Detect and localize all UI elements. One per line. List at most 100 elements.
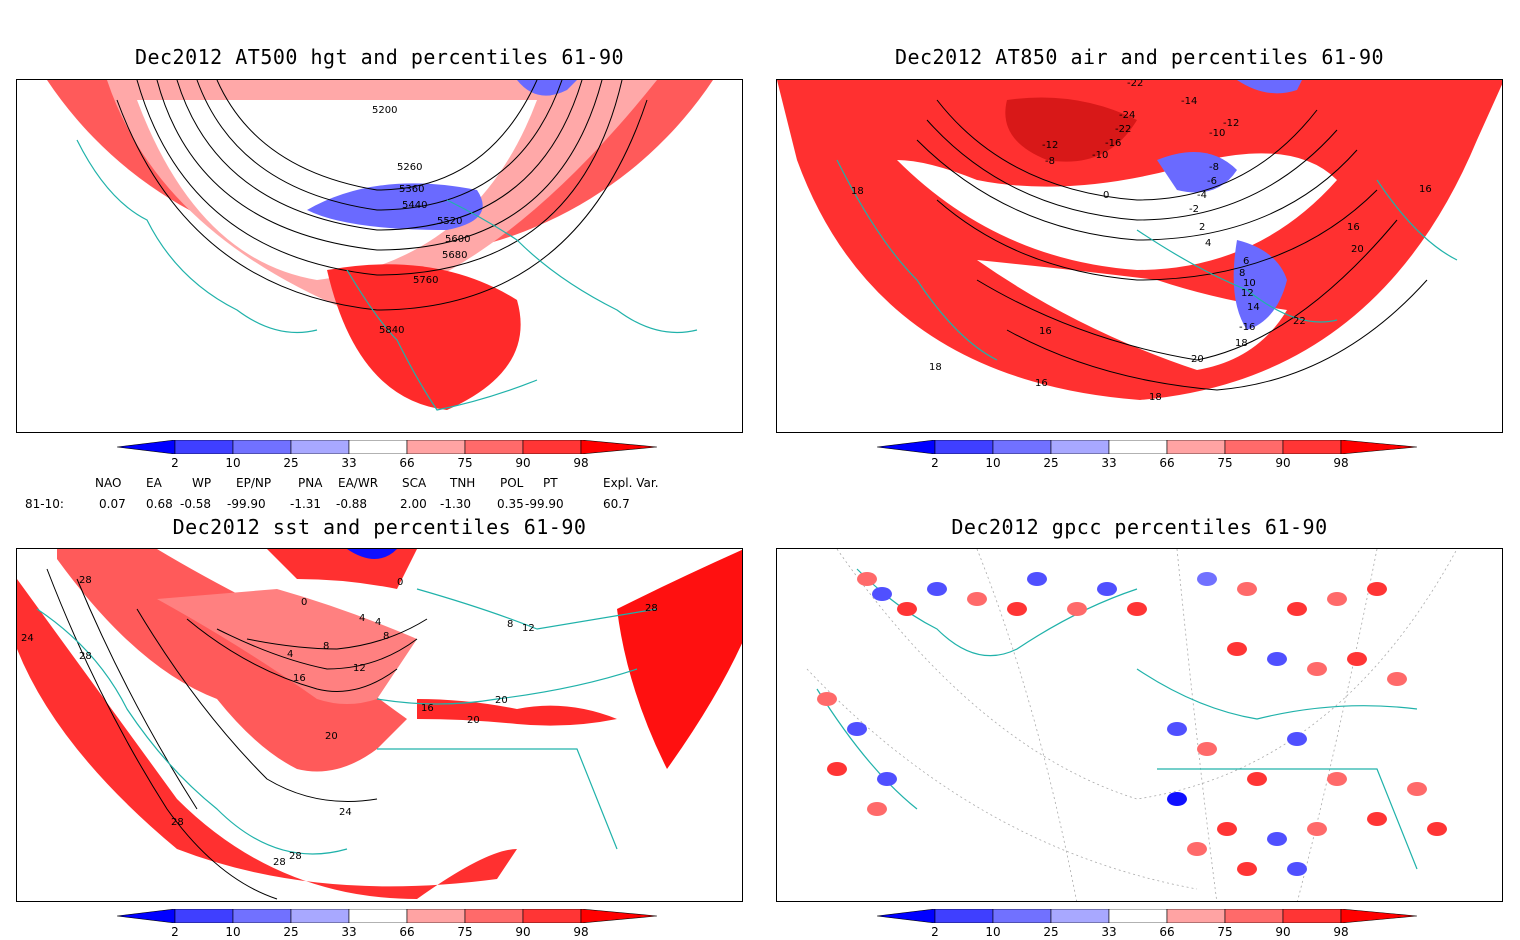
colorbar-tick-label: 90 — [1275, 925, 1291, 939]
contour-label: 24 — [21, 633, 34, 644]
index-header: EA/WR — [338, 476, 379, 490]
index-header: WP — [192, 476, 212, 490]
contour-label: 28 — [645, 603, 658, 614]
colorbar-segment — [1166, 440, 1226, 454]
precip-anomaly-blob — [847, 722, 867, 736]
precip-anomaly-blob — [867, 802, 887, 816]
precip-anomaly-blob — [1367, 582, 1387, 596]
index-value: 60.7 — [603, 497, 630, 511]
contour-label: -2 — [1189, 204, 1199, 215]
colorbar-segment — [1282, 440, 1342, 454]
map-panel-at850: -22 -14 -12 -12 -8 -10 -16 -24 -22 -10 -… — [776, 79, 1503, 433]
precip-anomaly-blob — [1287, 602, 1307, 616]
contour-label: 5360 — [399, 184, 424, 195]
panel-title-sst: Dec2012 sst and percentiles 61-90 — [172, 515, 587, 539]
contour-label: 0 — [301, 597, 307, 608]
index-value: -1.30 — [440, 497, 472, 511]
contour-label: 0 — [397, 577, 403, 588]
contour-label: -24 — [1119, 110, 1135, 121]
contour-label: -4 — [1197, 190, 1207, 201]
colorbar-bottom-left: 2 10 25 33 66 75 90 98 — [117, 909, 657, 939]
precip-anomaly-blob — [1307, 662, 1327, 676]
colorbar-segment — [406, 909, 466, 923]
colorbar-segment — [464, 440, 524, 454]
contour-label: 4 — [359, 613, 365, 624]
teleconnection-headers: NAO EA WP EP/NP PNA EA/WR SCA TNH POL PT… — [0, 476, 760, 492]
contour-label: 5680 — [442, 250, 467, 261]
contour-label: -22 — [1115, 124, 1131, 135]
contour-label: 12 — [522, 623, 535, 634]
colorbar-tick-label: 75 — [1217, 925, 1233, 939]
height-contours — [116, 80, 648, 311]
precip-anomaly-blob — [1427, 822, 1447, 836]
index-value: 0.07 — [99, 497, 126, 511]
colorbar-tick-label: 2 — [931, 925, 939, 939]
contour-label: -14 — [1181, 96, 1197, 107]
contour-label: 12 — [1241, 288, 1254, 299]
contour-label: 20 — [325, 731, 338, 742]
precip-anomaly-blob — [1327, 592, 1347, 606]
precip-anomaly-blob — [1227, 642, 1247, 656]
index-value: 0.68 — [146, 497, 173, 511]
colorbar-segment — [1108, 440, 1168, 454]
precip-anomaly-blob — [1167, 722, 1187, 736]
colorbar-tick-label: 10 — [985, 925, 1001, 939]
colorbar-tick-label: 90 — [1275, 456, 1291, 470]
precip-anomaly-blob — [1307, 822, 1327, 836]
teleconnection-values: 81-10: 0.07 0.68 -0.58 -99.90 -1.31 -0.8… — [0, 497, 760, 513]
colorbar-segment — [580, 909, 657, 923]
colorbar-segment — [117, 440, 176, 454]
colorbar-segment — [934, 909, 994, 923]
contour-label: -22 — [1127, 80, 1143, 89]
contour-label: -12 — [1042, 140, 1058, 151]
contour-label: 5260 — [397, 162, 422, 173]
contour-label: 18 — [1149, 392, 1162, 403]
precip-anomaly-blob — [1097, 582, 1117, 596]
colorbar-segment — [1166, 909, 1226, 923]
colorbar-segment — [174, 909, 234, 923]
precip-anomaly-blob — [1167, 792, 1187, 806]
cold-anomaly-region — [307, 183, 483, 230]
precip-anomaly-blob — [827, 762, 847, 776]
contour-label: 5600 — [445, 234, 470, 245]
precip-anomaly-blob — [1347, 652, 1367, 666]
panel-title-at850: Dec2012 AT850 air and percentiles 61-90 — [894, 45, 1385, 69]
contour-label: 24 — [339, 807, 352, 818]
contour-label: 16 — [293, 673, 306, 684]
precip-anomaly-blob — [967, 592, 987, 606]
panel-title-at500: Dec2012 AT500 hgt and percentiles 61-90 — [134, 45, 625, 69]
contour-label: -8 — [1045, 156, 1055, 167]
contour-label: 5840 — [379, 325, 404, 336]
colorbar-segment — [877, 440, 936, 454]
colorbar-segment — [1108, 909, 1168, 923]
contour-label: 10 — [1243, 278, 1256, 289]
colorbar-segment — [1050, 909, 1110, 923]
colorbar-tick-label: 66 — [399, 456, 415, 470]
colorbar-tick-label: 75 — [457, 456, 473, 470]
contour-label: 16 — [1039, 326, 1052, 337]
contour-label: 5440 — [402, 200, 427, 211]
contour-label: 20 — [1191, 354, 1204, 365]
warm-anomaly-region — [327, 264, 521, 410]
index-header: PNA — [298, 476, 323, 490]
colorbar-segment — [232, 440, 292, 454]
contour-label: 16 — [1035, 378, 1048, 389]
contour-label: 20 — [1351, 244, 1364, 255]
colorbar-top-right: 2 10 25 33 66 75 90 98 — [877, 440, 1417, 470]
colorbar-segment — [1224, 909, 1284, 923]
colorbar-segment — [117, 909, 176, 923]
colorbar-segment — [580, 440, 657, 454]
precip-anomaly-blob — [1237, 862, 1257, 876]
colorbar-tick-label: 2 — [171, 456, 179, 470]
contour-label: 18 — [929, 362, 942, 373]
contour-label: 28 — [79, 651, 92, 662]
contour-label: 5760 — [413, 275, 438, 286]
contour-label: -16 — [1239, 322, 1255, 333]
precip-anomaly-blob — [1217, 822, 1237, 836]
precip-anomaly-blob — [1407, 782, 1427, 796]
precip-anomaly-blob — [1197, 742, 1217, 756]
index-value: -1.31 — [290, 497, 322, 511]
precip-anomaly-blob — [1027, 572, 1047, 586]
colorbar-segment — [1224, 440, 1284, 454]
contour-label: 4 — [375, 617, 381, 628]
